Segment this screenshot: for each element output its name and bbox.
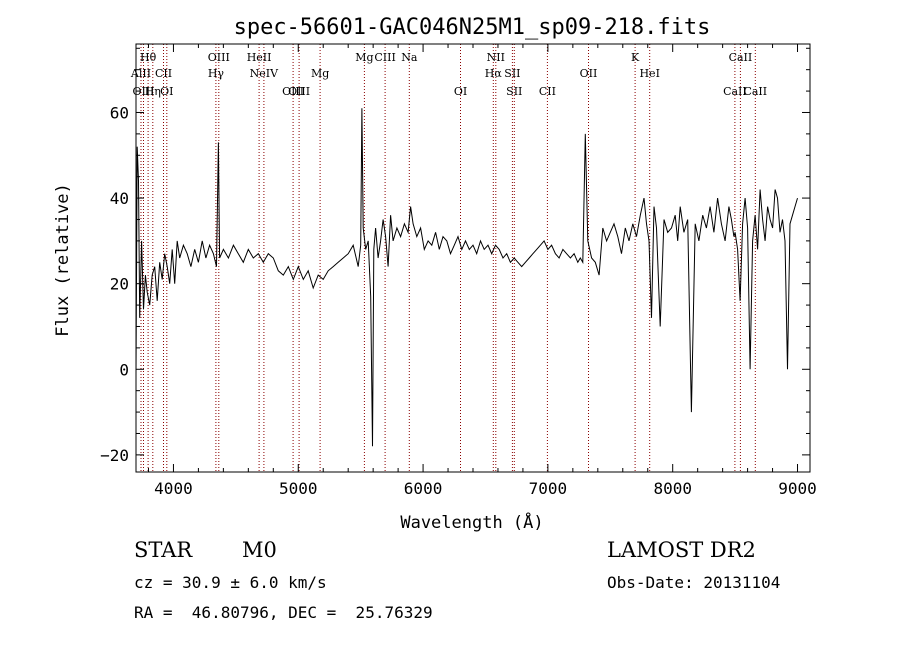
- x-axis: 4000 5000 6000 7000 8000 9000: [147, 44, 817, 498]
- y-tick-label: −20: [100, 446, 129, 465]
- line-label: OII: [580, 67, 598, 80]
- line-label: CII: [155, 67, 172, 80]
- line-label: Hθ: [140, 51, 157, 64]
- x-tick-label: 8000: [653, 479, 692, 498]
- line-markers: [140, 44, 756, 472]
- x-tick-label: 7000: [529, 479, 568, 498]
- line-labels: HθAlIIOIIIHηCIIOIOIIIHγHeIINeIVOIIIOIIIM…: [130, 51, 767, 98]
- y-axis: −20 0 20 40 60: [100, 47, 810, 465]
- coordinates: RA = 46.80796, DEC = 25.76329: [134, 603, 433, 622]
- y-tick-label: 20: [110, 275, 129, 294]
- line-label: Na: [401, 51, 418, 64]
- redshift-velocity: cz = 30.9 ± 6.0 km/s: [134, 573, 327, 592]
- line-label: OIII: [132, 85, 154, 98]
- line-label: Hα: [485, 67, 503, 80]
- x-axis-label: Wavelength (Å): [400, 511, 543, 533]
- line-label: K: [631, 51, 640, 64]
- x-tick-label: 6000: [404, 479, 443, 498]
- line-label: OI: [160, 85, 173, 98]
- line-label: NeIV: [250, 67, 279, 80]
- line-label: HeI: [639, 67, 659, 80]
- x-tick-label: 9000: [778, 479, 817, 498]
- x-tick-label: 4000: [154, 479, 193, 498]
- chart-title: spec-56601-GAC046N25M1_sp09-218.fits: [234, 15, 711, 40]
- object-subclass: M0: [242, 538, 277, 562]
- line-label: HeII: [247, 51, 272, 64]
- line-label: NII: [487, 51, 505, 64]
- spectrum-line: [135, 108, 798, 447]
- x-tick-label: 5000: [279, 479, 318, 498]
- line-label: CII: [539, 85, 556, 98]
- line-label: CaII: [723, 85, 747, 98]
- line-label: Hγ: [208, 67, 225, 80]
- line-label: Mg: [355, 51, 373, 64]
- object-class: STAR: [134, 538, 193, 562]
- y-tick-label: 60: [110, 103, 129, 122]
- line-label: Hη: [145, 85, 161, 98]
- plot-frame: [135, 43, 811, 473]
- line-label: SII: [504, 67, 520, 80]
- line-label: CIII: [374, 51, 395, 64]
- y-axis-label: Flux (relative): [53, 183, 73, 337]
- line-label: SII: [506, 85, 522, 98]
- line-label: OI: [454, 85, 467, 98]
- line-label: AlII: [130, 67, 151, 80]
- line-label: CaII: [729, 51, 753, 64]
- line-label: OIII: [288, 85, 310, 98]
- observation-date: Obs-Date: 20131104: [607, 573, 781, 592]
- survey-name: LAMOST DR2: [607, 538, 756, 562]
- y-tick-label: 0: [119, 360, 129, 379]
- line-label: OIII: [208, 51, 230, 64]
- line-label: OIII: [282, 85, 304, 98]
- y-tick-label: 40: [110, 189, 129, 208]
- line-label: Mg: [311, 67, 329, 80]
- line-label: CaII: [743, 85, 767, 98]
